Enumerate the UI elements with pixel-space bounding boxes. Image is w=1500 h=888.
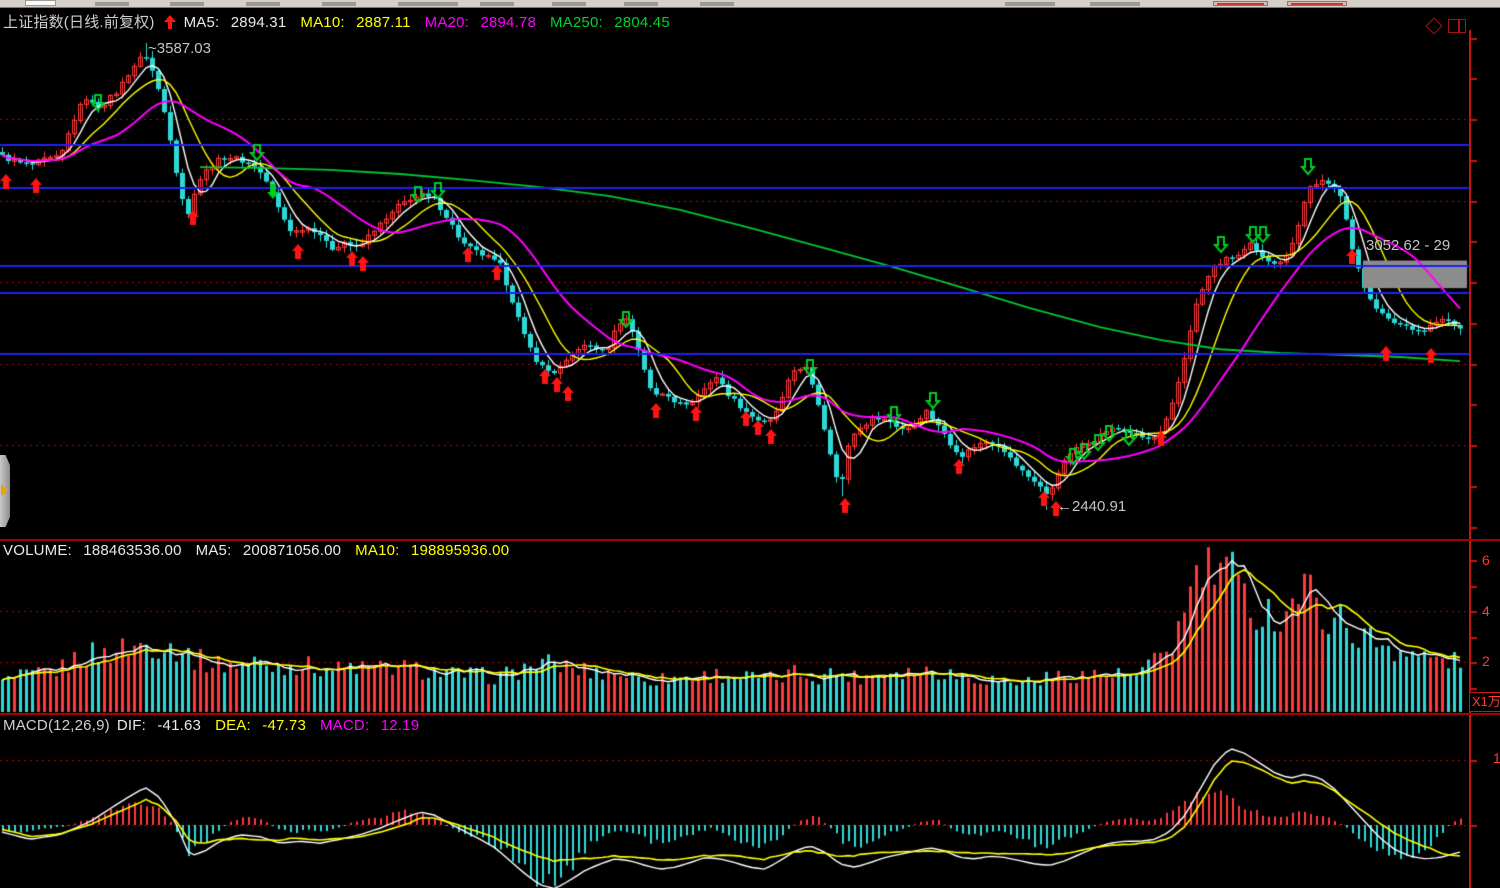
volume-label: VOLUME: <box>3 542 72 559</box>
toolbar-menu-item[interactable] <box>700 2 734 6</box>
toolbar-menu-item[interactable] <box>1005 2 1055 6</box>
macd-axis-label: 1 <box>1493 750 1500 766</box>
range-box-annotation: 3052.62 - 29 <box>1366 237 1451 254</box>
toolbar-menu-item[interactable] <box>95 2 129 6</box>
macd-title: MACD(12,26,9) <box>3 717 110 734</box>
panel-divider <box>0 539 1500 541</box>
vol-ma5-label: MA5: <box>195 542 232 559</box>
ma250-label: MA250: <box>549 14 603 31</box>
dif-value: -41.63 <box>157 717 202 734</box>
window-restore-icon[interactable] <box>1448 19 1466 33</box>
volume-unit-label: X1万 <box>1469 692 1500 712</box>
toolbar-red-button-1[interactable] <box>1213 1 1268 6</box>
expand-arrow-icon <box>1 484 8 496</box>
volume-value: 188463536.00 <box>83 542 182 559</box>
ma5-label: MA5: <box>183 14 220 31</box>
macd-value: 12.19 <box>380 717 420 734</box>
toolbar-menu-item[interactable] <box>246 2 280 6</box>
volume-header: VOLUME: 188463536.00 MA5: 200871056.00 MA1… <box>3 542 523 559</box>
vol-ma10-value: 198895936.00 <box>410 542 510 559</box>
peak-price-annotation: ~3587.03 <box>148 40 211 57</box>
vol-ma10-label: MA10: <box>355 542 400 559</box>
toolbar-menu-item[interactable] <box>1090 2 1140 6</box>
right-axis-line <box>1469 30 1471 888</box>
main-chart-canvas[interactable] <box>0 28 1500 540</box>
dif-label: DIF: <box>116 717 146 734</box>
macd-label: MACD: <box>319 717 370 734</box>
toolbar-field[interactable] <box>25 0 56 6</box>
toolbar-menu-item[interactable] <box>480 2 514 6</box>
volume-chart-canvas[interactable] <box>0 541 1500 713</box>
toolbar-menu-item[interactable] <box>322 2 356 6</box>
ma5-value: 2894.31 <box>230 14 287 31</box>
panel-divider <box>0 713 1500 715</box>
volume-axis-4: 4 <box>1482 603 1490 619</box>
toolbar-menu-item[interactable] <box>624 2 658 6</box>
volume-axis-2: 2 <box>1482 653 1490 669</box>
toolbar-menu-item[interactable] <box>552 2 586 6</box>
ma10-label: MA10: <box>300 14 345 31</box>
toolbar-menu-item[interactable] <box>398 2 458 6</box>
volume-axis-6: 6 <box>1482 552 1490 568</box>
vol-ma5-value: 200871056.00 <box>242 542 342 559</box>
ma20-value: 2894.78 <box>480 14 536 31</box>
trough-price-annotation: ←2440.91 <box>1057 498 1127 515</box>
top-toolbar-clipped[interactable] <box>0 0 1500 8</box>
dea-label: DEA: <box>215 717 251 734</box>
toolbar-red-button-2[interactable] <box>1287 1 1347 6</box>
instrument-title: 上证指数(日线.前复权) <box>3 14 155 31</box>
macd-chart-canvas[interactable] <box>0 716 1500 888</box>
ma10-value: 2887.11 <box>356 14 411 31</box>
dea-value: -47.73 <box>262 717 306 734</box>
side-panel-handle[interactable] <box>0 455 10 527</box>
ma20-label: MA20: <box>424 14 469 31</box>
ma250-value: 2804.45 <box>614 14 670 31</box>
toolbar-menu-item[interactable] <box>170 2 204 6</box>
main-chart-header: 上证指数(日线.前复权) MA5: 2894.31 MA10: 2887.11 MA2… <box>3 11 684 32</box>
up-trend-icon <box>163 15 177 29</box>
macd-header: MACD(12,26,9) DIF: -41.63 DEA: -47.73 MACD:… <box>3 717 433 734</box>
